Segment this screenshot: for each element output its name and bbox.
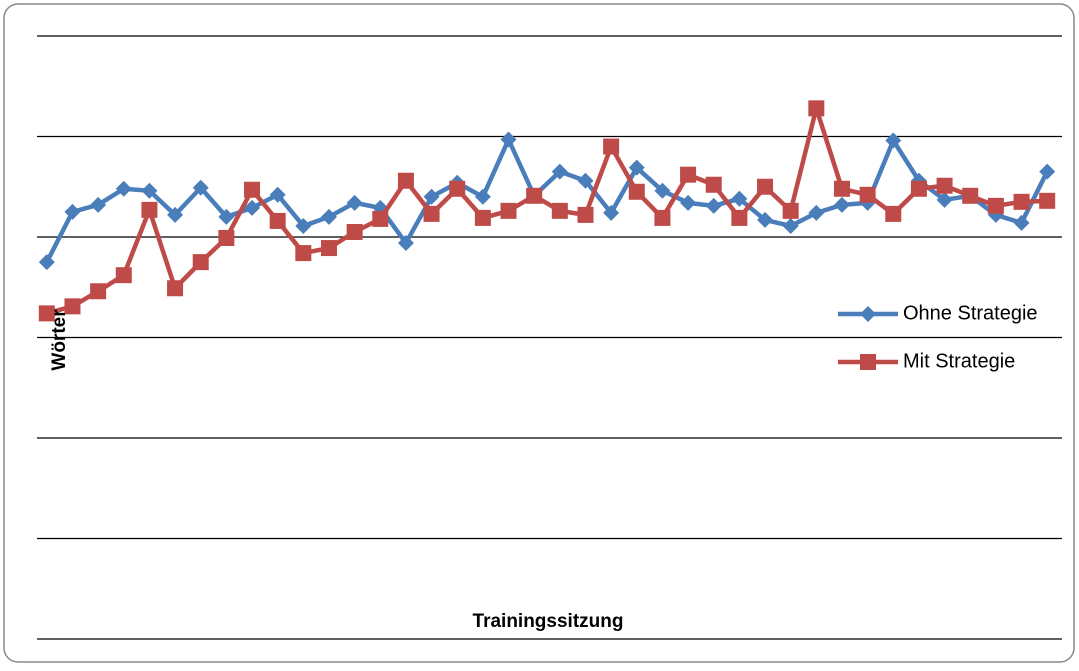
marker [141,201,158,218]
marker [423,188,440,205]
marker [141,182,158,199]
marker [218,208,235,225]
marker [397,172,414,189]
marker [423,205,440,222]
marker [346,223,363,240]
marker [654,209,671,226]
marker [244,181,261,198]
marker [757,211,774,228]
marker [885,132,902,149]
marker [885,205,902,222]
marker [192,254,209,271]
series-line [46,106,1048,316]
marker [936,177,953,194]
marker [603,138,620,155]
marker [372,210,389,227]
chart-border [3,3,1075,663]
marker [244,199,261,216]
marker [397,235,414,252]
marker [833,196,850,213]
marker [1013,214,1030,231]
series-line [44,137,1050,264]
marker [38,254,55,271]
marker [64,298,81,315]
marker [860,354,876,370]
x-axis-label: Trainingssitzung [473,611,624,632]
marker [680,166,697,183]
marker [808,100,825,117]
marker [38,305,55,322]
marker [628,159,645,176]
marker [603,204,620,221]
marker [167,280,184,297]
marker [167,206,184,223]
marker [705,197,722,214]
marker [269,186,286,203]
legend-label: Ohne Strategie [903,302,1038,324]
marker [1013,193,1030,210]
marker [1039,163,1056,180]
marker [705,176,722,193]
marker [64,203,81,220]
marker [1039,192,1056,209]
marker [731,190,748,207]
marker [90,196,107,213]
marker [680,194,697,211]
marker [90,283,107,300]
marker [192,179,209,196]
marker [295,217,312,234]
marker [474,209,491,226]
marker [782,217,799,234]
marker [500,131,517,148]
marker [115,180,132,197]
marker [859,186,876,203]
marker [269,212,286,229]
series [38,100,1056,322]
marker [295,245,312,262]
marker [654,182,671,199]
marker [962,187,979,204]
marker [987,197,1004,214]
marker [833,180,850,197]
y-axis-label: Wörter [49,309,70,371]
marker [320,208,337,225]
marker [526,187,543,204]
marker [577,172,594,189]
marker [936,191,953,208]
marker [218,230,235,247]
marker [860,306,876,322]
marker [449,180,466,197]
marker [551,163,568,180]
marker [628,183,645,200]
marker [757,178,774,195]
series [38,131,1056,271]
marker [551,202,568,219]
marker [808,204,825,221]
legend-label: Mit Strategie [903,350,1015,372]
marker [320,240,337,257]
marker [731,209,748,226]
marker [474,188,491,205]
marker [346,194,363,211]
marker [782,202,799,219]
marker [500,202,517,219]
marker [115,267,132,284]
marker [577,206,594,223]
marker [910,180,927,197]
